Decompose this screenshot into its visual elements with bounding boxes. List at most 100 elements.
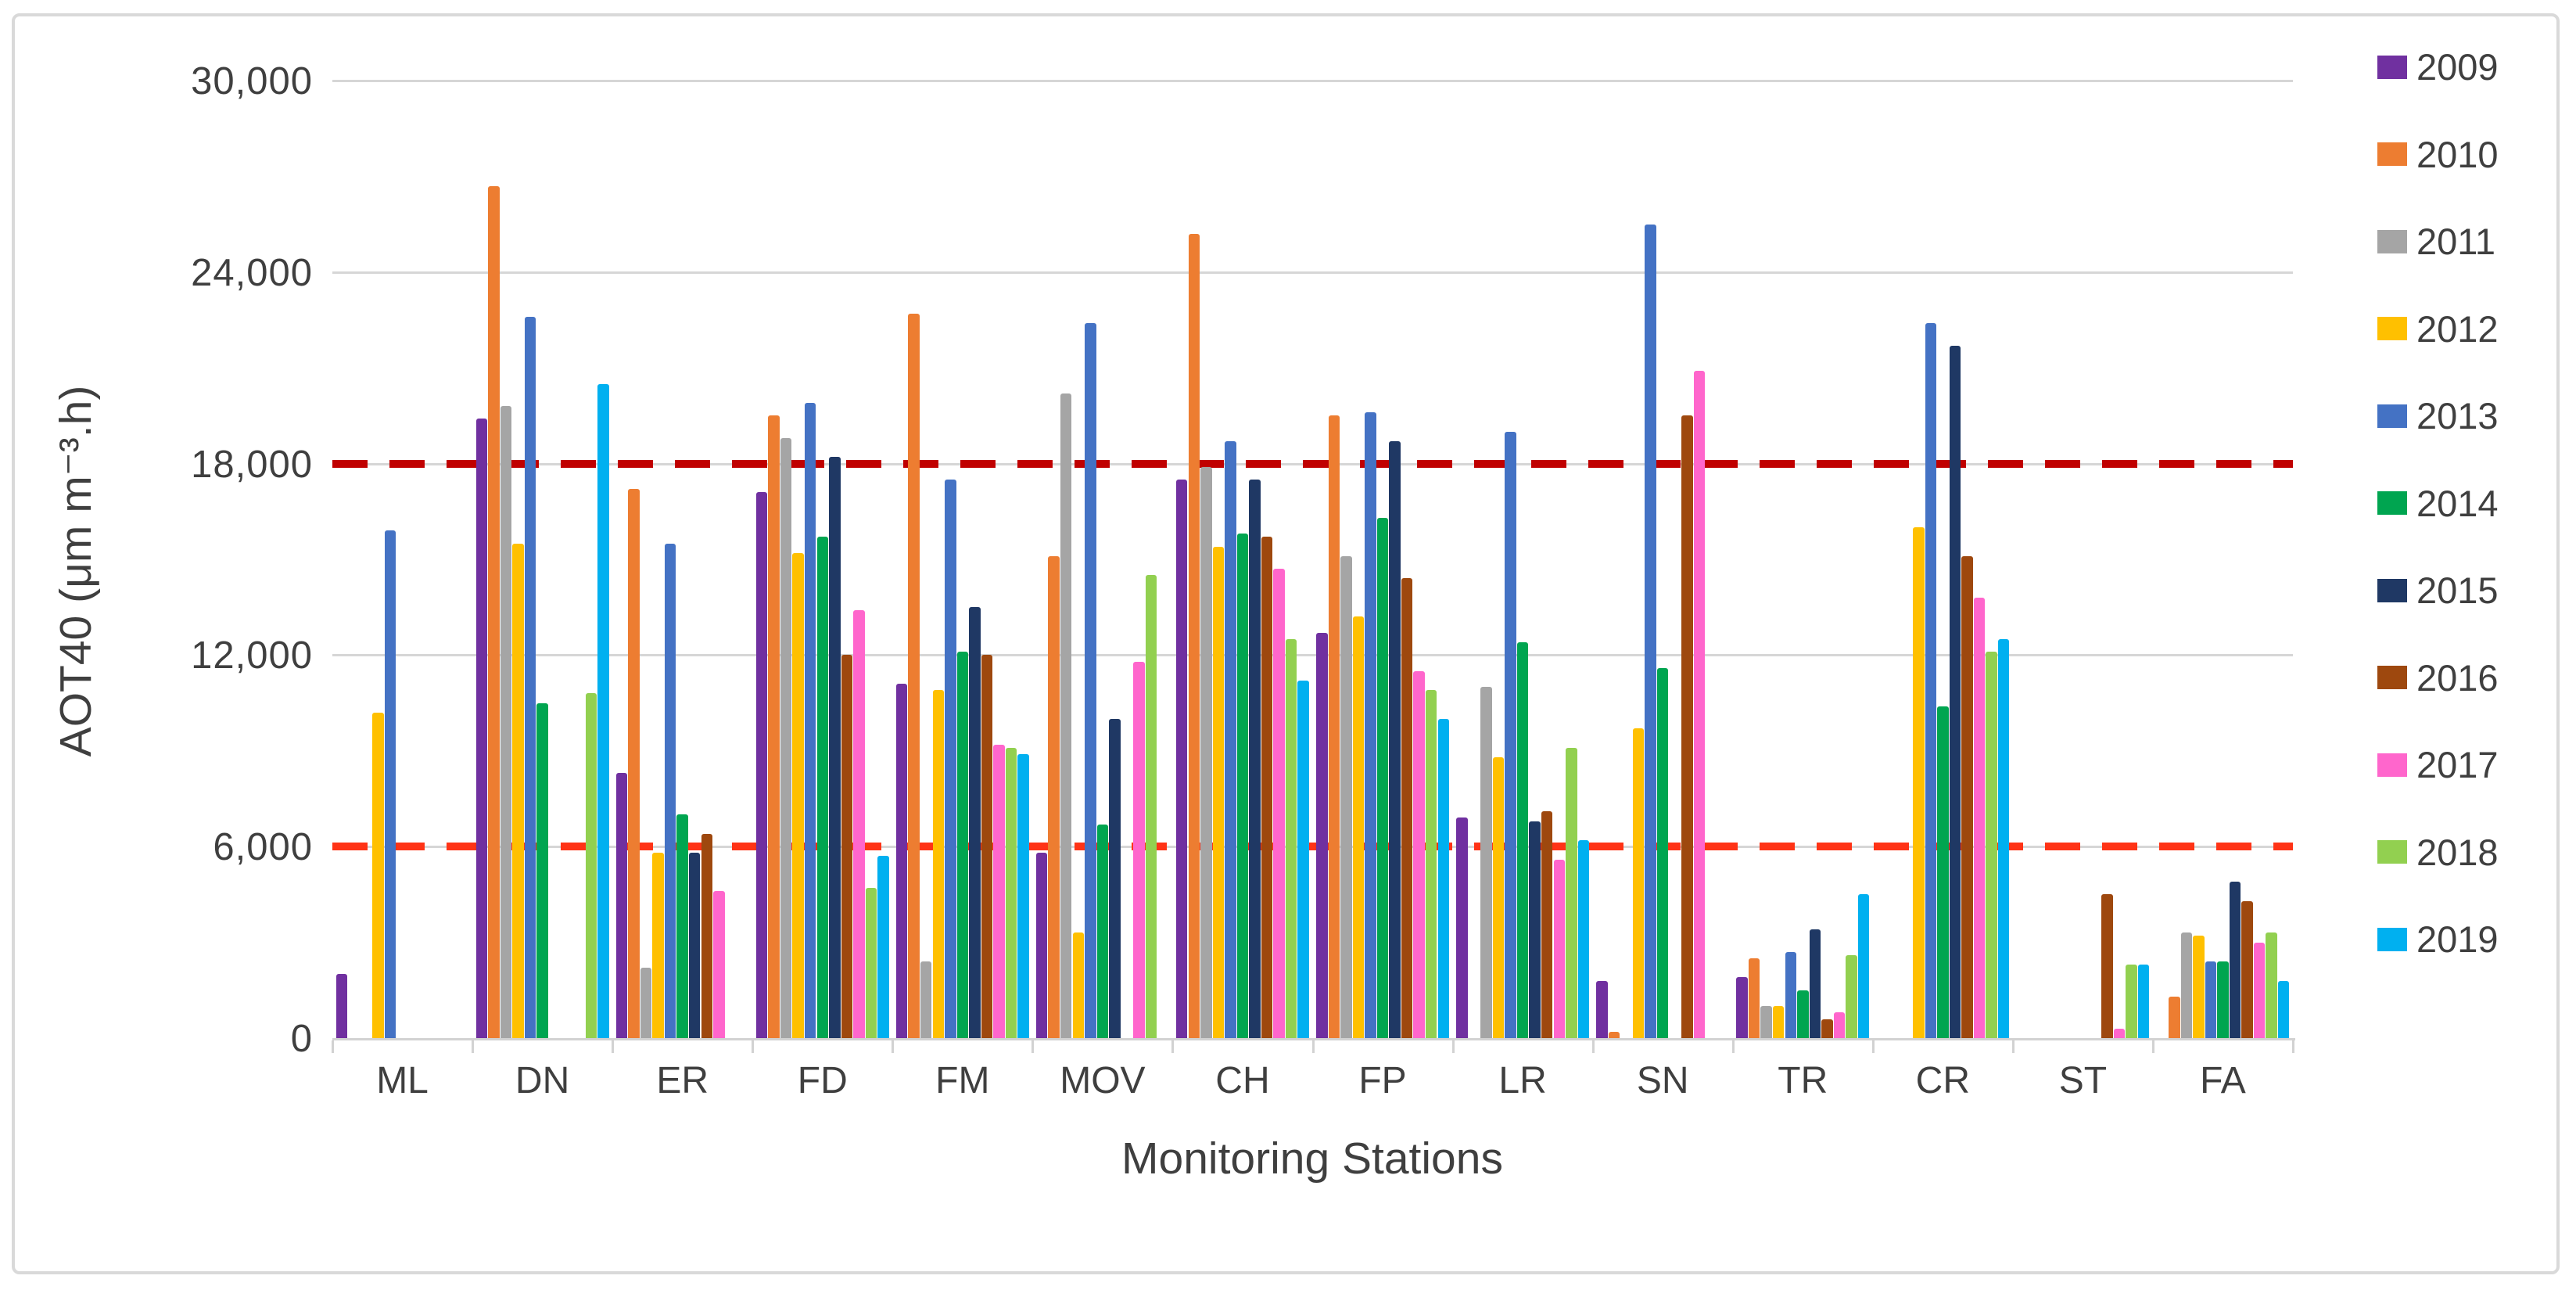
bar-slot-FA-2011 xyxy=(2180,81,2193,1038)
bar-slot-FA-2016 xyxy=(2241,81,2254,1038)
bar-MOV-2015 xyxy=(1109,719,1121,1038)
bar-CH-2017 xyxy=(1273,569,1285,1038)
bar-slot-FM-2015 xyxy=(969,81,981,1038)
bar-CH-2015 xyxy=(1249,480,1261,1038)
bar-slot-CR-2009 xyxy=(1876,81,1889,1038)
bar-slot-FA-2013 xyxy=(2205,81,2217,1038)
bar-FA-2017 xyxy=(2253,943,2266,1038)
x-category-label-ML: ML xyxy=(376,1060,429,1101)
bar-slot-LR-2013 xyxy=(1505,81,1517,1038)
bar-MOV-2009 xyxy=(1035,853,1048,1038)
bar-FP-2018 xyxy=(1426,690,1437,1038)
bar-slot-CR-2012 xyxy=(1913,81,1925,1038)
bar-slot-CH-2010 xyxy=(1188,81,1200,1038)
x-axis-tick-10 xyxy=(1731,1040,1735,1053)
bar-slot-FP-2012 xyxy=(1352,81,1365,1038)
legend-item-2012: 2012 xyxy=(2377,307,2499,350)
bar-slot-FM-2011 xyxy=(920,81,932,1038)
bar-ST-2019 xyxy=(2137,965,2150,1038)
bar-FD-2018 xyxy=(865,888,877,1038)
y-tick-label-30000: 30,000 xyxy=(191,60,313,102)
bar-TR-2019 xyxy=(1857,894,1870,1038)
bar-FD-2010 xyxy=(768,415,780,1038)
bar-slot-CH-2016 xyxy=(1261,81,1273,1038)
bar-slot-ML-2016 xyxy=(421,81,433,1038)
bar-slot-DN-2010 xyxy=(488,81,500,1038)
x-axis-tick-1 xyxy=(472,1040,475,1053)
x-axis-tick-3 xyxy=(752,1040,755,1053)
bar-CR-2013 xyxy=(1925,323,1937,1038)
bar-slot-MOV-2010 xyxy=(1048,81,1060,1038)
x-axis-tick-6 xyxy=(1171,1040,1175,1053)
bar-FA-2018 xyxy=(2266,932,2277,1038)
bar-SN-2012 xyxy=(1632,728,1645,1038)
bar-LR-2014 xyxy=(1516,642,1529,1038)
bar-slot-TR-2019 xyxy=(1857,81,1870,1038)
figure-border xyxy=(12,13,2560,1274)
bar-TR-2012 xyxy=(1772,1006,1785,1038)
bar-slot-ST-2013 xyxy=(2065,81,2077,1038)
bar-slot-MOV-2013 xyxy=(1085,81,1097,1038)
bar-FM-2017 xyxy=(993,745,1005,1038)
legend-swatch-2016 xyxy=(2377,666,2407,689)
bar-DN-2018 xyxy=(585,693,597,1038)
bar-FP-2013 xyxy=(1365,412,1376,1038)
x-category-label-FA: FA xyxy=(2200,1060,2246,1101)
bar-slot-ER-2018 xyxy=(725,81,737,1038)
bar-FA-2014 xyxy=(2217,961,2229,1038)
bar-slot-DN-2014 xyxy=(536,81,549,1038)
legend-swatch-2014 xyxy=(2377,491,2407,515)
bar-slot-FP-2018 xyxy=(1425,81,1437,1038)
bar-ML-2013 xyxy=(384,530,396,1038)
bar-FD-2019 xyxy=(877,856,889,1038)
x-axis-tick-2 xyxy=(612,1040,615,1053)
bar-FM-2013 xyxy=(945,480,956,1038)
bar-FP-2019 xyxy=(1437,719,1450,1038)
x-axis-tick-5 xyxy=(1031,1040,1035,1053)
bar-slot-ST-2010 xyxy=(2028,81,2040,1038)
bar-DN-2014 xyxy=(536,703,548,1038)
bar-slot-FP-2013 xyxy=(1365,81,1377,1038)
x-axis-tick-8 xyxy=(1451,1040,1455,1053)
bar-FA-2011 xyxy=(2180,932,2193,1038)
bar-slot-LR-2019 xyxy=(1577,81,1590,1038)
bar-slot-ER-2011 xyxy=(640,81,652,1038)
x-category-label-TR: TR xyxy=(1778,1060,1828,1101)
bar-LR-2009 xyxy=(1456,817,1468,1038)
bar-ER-2015 xyxy=(688,853,701,1038)
bar-slot-CH-2019 xyxy=(1297,81,1310,1038)
bar-MOV-2017 xyxy=(1133,662,1145,1038)
bar-CR-2014 xyxy=(1937,706,1949,1038)
x-axis-tick-13 xyxy=(2151,1040,2154,1053)
bar-slot-SN-2018 xyxy=(1706,81,1718,1038)
legend-label-2014: 2014 xyxy=(2416,482,2499,524)
x-category-label-DN: DN xyxy=(515,1060,570,1101)
legend: 2009 2010 2011 2012 2013 2014 2015 2016 2017 2018… xyxy=(2377,0,2573,1290)
gridline-12000 xyxy=(332,654,2293,657)
bar-CH-2009 xyxy=(1176,480,1188,1038)
x-category-label-ST: ST xyxy=(2058,1060,2108,1101)
bar-group-LR xyxy=(1453,81,1593,1038)
bar-slot-ML-2010 xyxy=(348,81,361,1038)
x-category-label-LR: LR xyxy=(1498,1060,1547,1101)
bar-slot-ML-2011 xyxy=(360,81,372,1038)
legend-item-2015: 2015 xyxy=(2377,569,2499,612)
bar-ER-2010 xyxy=(628,489,640,1038)
bar-slot-CR-2011 xyxy=(1900,81,1913,1038)
bar-FA-2013 xyxy=(2205,961,2217,1038)
bar-slot-SN-2012 xyxy=(1632,81,1645,1038)
bar-slot-FA-2017 xyxy=(2253,81,2266,1038)
legend-item-2014: 2014 xyxy=(2377,482,2499,525)
x-axis-tick-12 xyxy=(2011,1040,2015,1053)
bar-group-ML xyxy=(332,81,472,1038)
bar-FM-2019 xyxy=(1017,754,1029,1038)
bar-slot-DN-2019 xyxy=(597,81,610,1038)
bar-slot-FM-2017 xyxy=(993,81,1006,1038)
bar-slot-ML-2019 xyxy=(457,81,469,1038)
bar-slot-ST-2017 xyxy=(2113,81,2126,1038)
legend-swatch-2013 xyxy=(2377,404,2407,428)
bar-group-FA xyxy=(2153,81,2293,1038)
bar-CR-2016 xyxy=(1961,556,1973,1038)
bar-TR-2016 xyxy=(1821,1019,1833,1038)
bar-DN-2010 xyxy=(488,186,500,1038)
